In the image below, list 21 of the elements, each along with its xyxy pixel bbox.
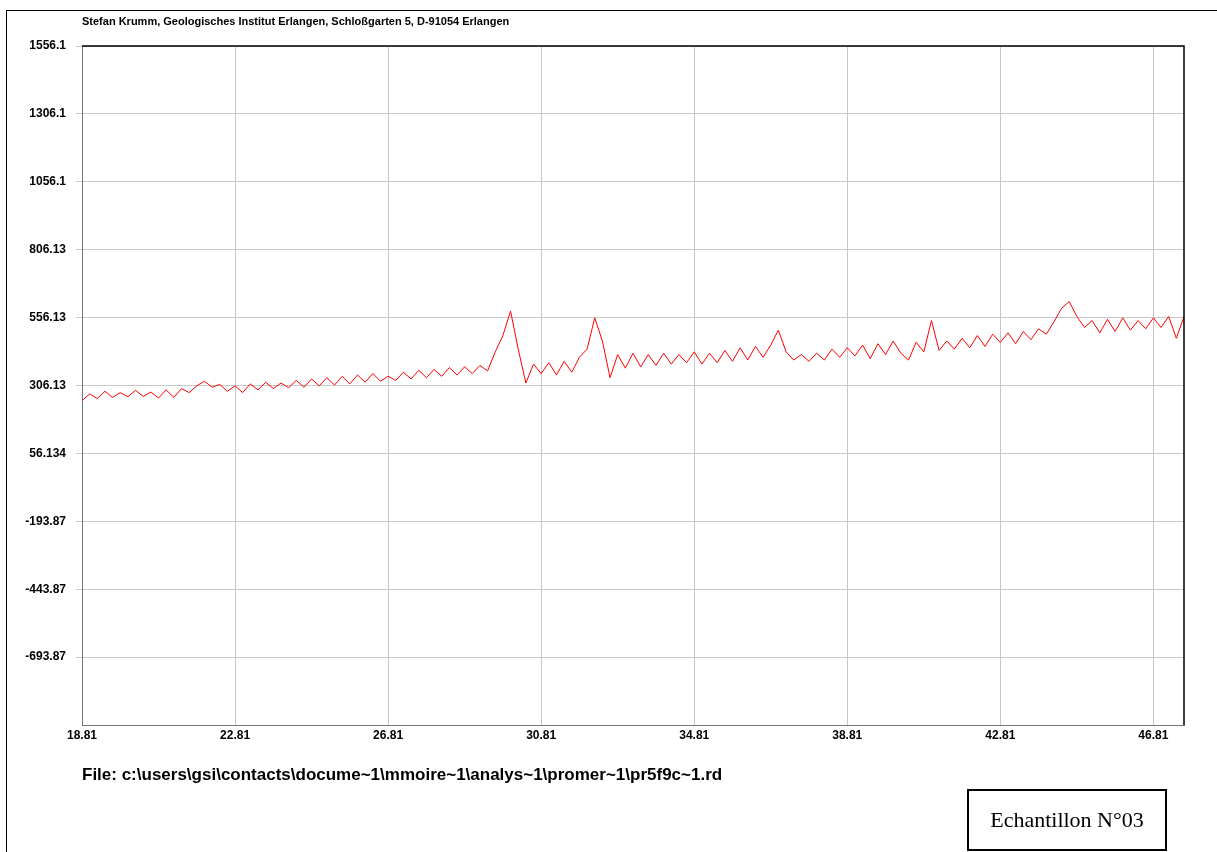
- y-tick-label: -443.87: [25, 581, 67, 596]
- x-tick-label: 30.81: [526, 727, 557, 742]
- x-tick-label: 18.81: [66, 727, 98, 742]
- text: File: c:\users\gsi\contacts\docume~1\mmoire~1\analys~1\promer~1\pr5f9c~1.rd: [82, 764, 723, 784]
- x-tick-label: 22.81: [220, 727, 251, 742]
- x-tick-label: 34.81: [679, 727, 710, 742]
- y-tick-label: 806.13: [29, 242, 67, 257]
- text: Echantillon N°03: [967, 789, 1167, 851]
- x-tick-label: 38.81: [832, 727, 863, 742]
- y-tick-label: -693.87: [25, 649, 67, 664]
- y-tick-label: 1306.1: [29, 106, 67, 121]
- x-tick-label: 26.81: [373, 727, 404, 742]
- chart-title: Stefan Krumm, Geologisches Institut Erlangen, Schloßgarten 5, D-91054 Erlangen: [82, 15, 510, 28]
- x-tick-label: 46.81: [1138, 727, 1169, 742]
- x-tick-label: 42.81: [985, 727, 1016, 742]
- y-tick-label: 306.13: [29, 377, 67, 392]
- y-tick-label: 1556.1: [29, 38, 67, 53]
- y-tick-label: -193.87: [25, 513, 67, 528]
- y-tick-label: 56.134: [29, 445, 67, 460]
- y-tick-label: 556.13: [29, 309, 67, 324]
- y-tick-label: 1056.1: [29, 174, 67, 189]
